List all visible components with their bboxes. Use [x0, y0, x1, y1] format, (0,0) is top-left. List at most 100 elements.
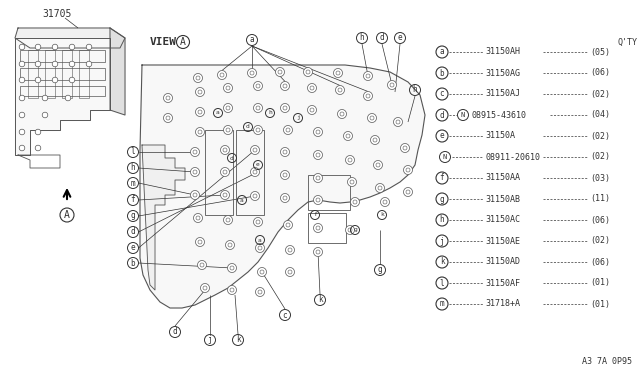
Circle shape	[35, 145, 41, 151]
Circle shape	[19, 61, 25, 67]
Circle shape	[394, 118, 403, 126]
Circle shape	[280, 170, 289, 180]
Circle shape	[163, 93, 173, 103]
Circle shape	[223, 103, 232, 112]
Circle shape	[195, 237, 205, 247]
Text: VIEW: VIEW	[150, 37, 177, 47]
Bar	[28, 50, 38, 98]
Text: (02): (02)	[590, 131, 610, 141]
Text: 31150AD: 31150AD	[485, 257, 520, 266]
Circle shape	[35, 129, 41, 135]
Circle shape	[19, 44, 25, 50]
Circle shape	[314, 128, 323, 137]
Text: m: m	[131, 179, 135, 187]
Bar	[20, 68, 105, 80]
Text: N: N	[461, 112, 465, 118]
Text: e: e	[440, 131, 444, 141]
Text: j: j	[296, 115, 300, 121]
Circle shape	[280, 103, 289, 112]
Circle shape	[253, 218, 262, 227]
Polygon shape	[110, 28, 125, 115]
Text: j: j	[440, 237, 444, 246]
Text: l: l	[131, 148, 135, 157]
Text: k: k	[380, 212, 384, 218]
Text: (06): (06)	[590, 257, 610, 266]
Text: A: A	[64, 210, 70, 220]
Circle shape	[191, 148, 200, 157]
Text: m: m	[440, 299, 444, 308]
Circle shape	[52, 61, 58, 67]
Text: Q'TY: Q'TY	[618, 38, 638, 46]
Text: a: a	[216, 110, 220, 115]
Circle shape	[65, 95, 71, 101]
Circle shape	[221, 190, 230, 199]
Circle shape	[371, 135, 380, 144]
Text: 31150AG: 31150AG	[485, 68, 520, 77]
Text: 31718+A: 31718+A	[485, 299, 520, 308]
Circle shape	[284, 221, 292, 230]
Text: (02): (02)	[590, 153, 610, 161]
Text: e: e	[397, 33, 403, 42]
Text: l: l	[440, 279, 444, 288]
Text: 31150AE: 31150AE	[485, 237, 520, 246]
Circle shape	[344, 131, 353, 141]
Text: (02): (02)	[590, 90, 610, 99]
Bar	[308, 213, 346, 243]
Text: h: h	[268, 110, 272, 115]
Bar	[20, 86, 105, 96]
Circle shape	[381, 198, 390, 206]
Text: a: a	[258, 237, 262, 243]
Circle shape	[198, 260, 207, 269]
Circle shape	[253, 125, 262, 135]
Circle shape	[42, 95, 48, 101]
Text: 08911-20610: 08911-20610	[485, 153, 540, 161]
Circle shape	[223, 83, 232, 93]
Text: e: e	[131, 244, 135, 253]
Circle shape	[227, 263, 237, 273]
Text: 31150AJ: 31150AJ	[485, 90, 520, 99]
Circle shape	[195, 108, 205, 116]
Circle shape	[250, 145, 259, 154]
Text: g: g	[440, 195, 444, 203]
Text: d: d	[246, 125, 250, 129]
Circle shape	[337, 109, 346, 119]
Text: e: e	[256, 163, 260, 167]
Text: f: f	[131, 196, 135, 205]
Circle shape	[314, 151, 323, 160]
Circle shape	[52, 77, 58, 83]
Circle shape	[193, 74, 202, 83]
Circle shape	[19, 145, 25, 151]
Circle shape	[195, 87, 205, 96]
Text: d: d	[173, 327, 177, 337]
Text: 31150AH: 31150AH	[485, 48, 520, 57]
Circle shape	[250, 192, 259, 201]
Circle shape	[19, 77, 25, 83]
Text: a: a	[240, 198, 244, 202]
Circle shape	[195, 128, 205, 137]
Text: b: b	[440, 68, 444, 77]
Circle shape	[403, 166, 413, 174]
Circle shape	[69, 61, 75, 67]
Circle shape	[223, 125, 232, 135]
Circle shape	[303, 67, 312, 77]
Circle shape	[280, 148, 289, 157]
Circle shape	[19, 95, 25, 101]
Circle shape	[314, 196, 323, 205]
Circle shape	[280, 193, 289, 202]
Circle shape	[348, 177, 356, 186]
Text: A: A	[180, 37, 186, 47]
Text: f: f	[440, 173, 444, 183]
Bar	[62, 50, 72, 98]
Circle shape	[374, 160, 383, 170]
Text: (06): (06)	[590, 215, 610, 224]
Text: (11): (11)	[590, 195, 610, 203]
Bar	[308, 175, 350, 210]
Bar	[79, 50, 89, 98]
Text: j: j	[208, 336, 212, 344]
Circle shape	[255, 244, 264, 253]
Text: (01): (01)	[590, 299, 610, 308]
Circle shape	[42, 112, 48, 118]
Circle shape	[223, 215, 232, 224]
Circle shape	[86, 61, 92, 67]
Text: g: g	[131, 212, 135, 221]
